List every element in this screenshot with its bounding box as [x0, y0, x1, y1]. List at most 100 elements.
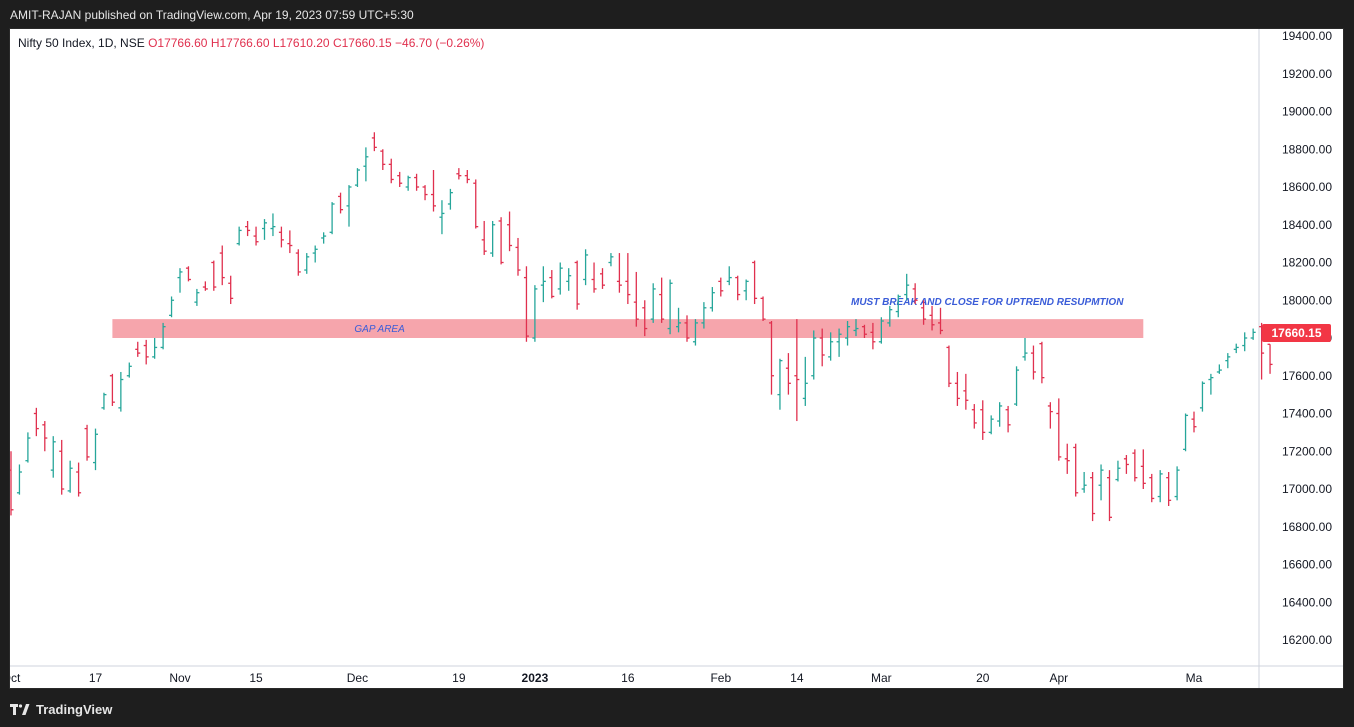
- ohlc-bar: [1149, 473, 1155, 503]
- ohlc-bar: [616, 253, 622, 293]
- ohlc-bar: [118, 371, 124, 412]
- ohlc-bar: [853, 319, 859, 337]
- publisher-bar: AMIT-RAJAN published on TradingView.com,…: [0, 0, 1354, 28]
- ohlc-bar: [329, 202, 335, 235]
- ohlc-bar: [980, 400, 986, 440]
- ohlc-bar: [490, 220, 496, 257]
- ohlc-bar: [692, 319, 698, 346]
- x-tick-label: 15: [249, 671, 263, 685]
- ohlc-bar: [988, 415, 994, 435]
- ohlc-bar: [126, 362, 132, 378]
- ohlc-bar: [456, 168, 462, 180]
- y-tick-label: 18800.00: [1282, 142, 1332, 156]
- y-tick-label: 16600.00: [1282, 558, 1332, 572]
- ohlc-bar: [1183, 413, 1189, 452]
- legend-high: H17766.60: [210, 36, 270, 50]
- ohlc-bar: [904, 273, 910, 301]
- ohlc-bar: [642, 300, 648, 337]
- ohlc-bar: [760, 296, 766, 322]
- annotation-text: MUST BREAK AND CLOSE FOR UPTREND RESUPMT…: [851, 297, 1124, 308]
- x-tick-label: 19: [452, 671, 466, 685]
- ohlc-bar: [481, 220, 487, 255]
- ohlc-bar: [954, 371, 960, 406]
- ohlc-bar: [676, 307, 682, 333]
- ohlc-bar: [194, 288, 200, 306]
- y-tick-label: 16400.00: [1282, 595, 1332, 609]
- ohlc-bar: [253, 226, 259, 246]
- ohlc-bar: [1047, 402, 1053, 429]
- ohlc-bar: [1140, 449, 1146, 489]
- ohlc-bar: [938, 307, 943, 335]
- ohlc-bar: [219, 245, 225, 286]
- ohlc-bar: [431, 170, 436, 212]
- x-tick-label: Ma: [1186, 671, 1203, 685]
- ohlc-bar: [1242, 332, 1248, 352]
- ohlc-bar: [16, 464, 22, 495]
- ohlc-bar: [507, 211, 513, 252]
- y-tick-label: 17200.00: [1282, 444, 1332, 458]
- ohlc-bar: [895, 294, 901, 318]
- ohlc-bar: [1166, 472, 1172, 506]
- gap-area-label: GAP AREA: [354, 324, 405, 335]
- ohlc-bar: [735, 275, 741, 301]
- ohlc-bar: [228, 275, 234, 305]
- ohlc-bar: [84, 424, 90, 461]
- ohlc-bar: [1233, 343, 1239, 354]
- ohlc-bar: [1259, 322, 1265, 380]
- ohlc-bar: [414, 173, 420, 191]
- ohlc-bar: [574, 260, 580, 310]
- ohlc-bar: [946, 345, 952, 388]
- ohlc-bar: [93, 428, 98, 471]
- legend-change: −46.70 (−0.26%): [395, 36, 485, 50]
- y-tick-label: 19200.00: [1282, 67, 1332, 81]
- ohlc-bar: [811, 330, 817, 380]
- ohlc-bar: [388, 158, 394, 184]
- ohlc-bar: [549, 270, 555, 299]
- ohlc-bar: [684, 315, 690, 342]
- ohlc-bar: [743, 279, 749, 301]
- ohlc-chart[interactable]: 19400.00 19200.00 19000.00 18800.00 18600.00…: [10, 29, 1343, 688]
- chart-panel[interactable]: 19400.00 19200.00 19000.00 18800.00 18600.00…: [9, 28, 1344, 689]
- ohlc-bar: [473, 179, 479, 229]
- ohlc-bar: [608, 253, 614, 267]
- legend-open: O17766.60: [148, 36, 208, 50]
- ohlc-bar: [498, 217, 504, 265]
- tradingview-footer[interactable]: TradingView: [10, 702, 112, 717]
- last-price-badge: 17660.15: [1262, 324, 1331, 342]
- ohlc-bar: [566, 268, 572, 291]
- ohlc-bar: [1132, 449, 1138, 482]
- y-tick-label: 18000.00: [1282, 293, 1332, 307]
- gap-area-zone: [112, 319, 1144, 338]
- ohlc-bar: [1107, 470, 1112, 522]
- ohlc-bar: [777, 358, 783, 410]
- ohlc-bar: [726, 266, 732, 286]
- ohlc-bar: [262, 219, 267, 240]
- ohlc-bar: [591, 262, 597, 293]
- ohlc-bar: [270, 213, 276, 237]
- ohlc-bar: [1191, 411, 1197, 433]
- ohlc-bar: [439, 200, 445, 235]
- ohlc-bar: [169, 296, 175, 318]
- ohlc-bar: [1216, 364, 1222, 374]
- ohlc-bar: [1208, 373, 1214, 395]
- ohlc-bar: [1064, 443, 1070, 474]
- ohlc-bar: [845, 321, 851, 346]
- ohlc-bar: [1174, 466, 1180, 501]
- ohlc-bar: [363, 147, 369, 182]
- ohlc-bar: [1014, 366, 1020, 406]
- ohlc-bar: [752, 260, 758, 305]
- ohlc-bar: [346, 185, 352, 227]
- ohlc-bar: [101, 392, 107, 410]
- ohlc-bar: [177, 268, 183, 293]
- ohlc-bar: [1250, 328, 1256, 340]
- ohlc-bar: [701, 302, 707, 329]
- ohlc-bar: [1090, 472, 1096, 522]
- x-tick-label: Dec: [347, 671, 368, 685]
- ohlc-bar: [997, 402, 1003, 427]
- x-tick-label: 20: [976, 671, 990, 685]
- ohlc-bar: [557, 262, 563, 295]
- ohlc-bar: [1225, 353, 1231, 369]
- ohlc-bar: [245, 220, 251, 237]
- ohlc-bar: [828, 332, 834, 361]
- ohlc-bar: [160, 322, 166, 350]
